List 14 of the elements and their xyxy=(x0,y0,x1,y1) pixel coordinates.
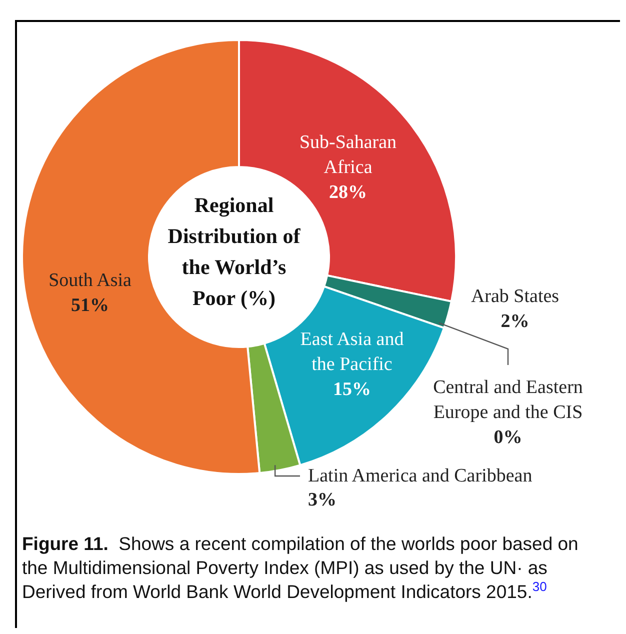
data-label: 15% xyxy=(333,378,371,400)
text: Regional Distribution of the World’s Poor (%) xyxy=(166,192,302,312)
data-label: 3% xyxy=(308,490,336,510)
category-label: Central and Eastern Europe and the CIS xyxy=(433,376,583,422)
data-label: 2% xyxy=(500,310,530,332)
slice-label: Latin America and Caribbean xyxy=(308,466,533,486)
slice-label: East Asia and the Pacific xyxy=(300,328,404,374)
slice-label: Arab States xyxy=(470,286,560,306)
data-label: 51% xyxy=(71,294,109,316)
slice-label: South Asia xyxy=(48,270,132,290)
caption: Figure 11. Shows a recent compilation of the worlds poor based on the Multidimensional Poverty Index (MPI) as used by the UN· as Derived from World Bank World Development Indicators 2015.$^{30}$ xyxy=(22,533,578,602)
text: 0% xyxy=(494,426,522,448)
data-label: 28% xyxy=(329,182,367,202)
slice-label: Sub-Saharan Africa xyxy=(299,132,398,178)
